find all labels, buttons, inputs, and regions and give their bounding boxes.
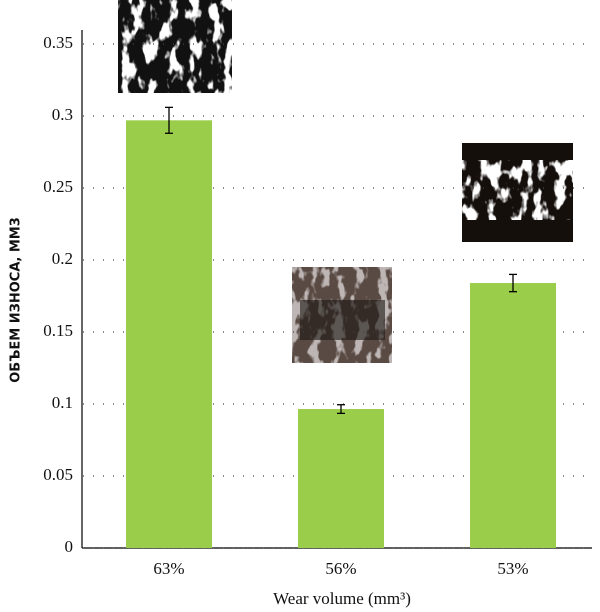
micrograph	[118, 0, 232, 93]
x-tick-label: 53%	[497, 559, 528, 578]
micrograph	[462, 143, 573, 242]
y-tick-label: 0	[65, 537, 74, 556]
y-tick-label: 0.35	[43, 33, 73, 52]
y-axis-label: ОБЪЕМ ИЗНОСА, ММ3	[9, 217, 24, 383]
y-tick-label: 0.1	[52, 393, 73, 412]
x-tick-label: 63%	[153, 559, 184, 578]
bar	[298, 409, 384, 548]
error-bar	[509, 273, 517, 293]
error-bar	[165, 106, 173, 134]
y-tick-label: 0.25	[43, 177, 73, 196]
bar	[470, 283, 556, 548]
y-tick-label: 0.3	[52, 105, 73, 124]
y-tick-label: 0.15	[43, 321, 73, 340]
x-axis-label: Wear volume (mm³)	[273, 589, 411, 608]
y-tick-label: 0.2	[52, 249, 73, 268]
micrograph	[292, 267, 392, 363]
y-tick-label: 0.05	[43, 465, 73, 484]
error-bar	[337, 404, 345, 415]
bar	[126, 120, 212, 548]
x-tick-label: 56%	[325, 559, 356, 578]
